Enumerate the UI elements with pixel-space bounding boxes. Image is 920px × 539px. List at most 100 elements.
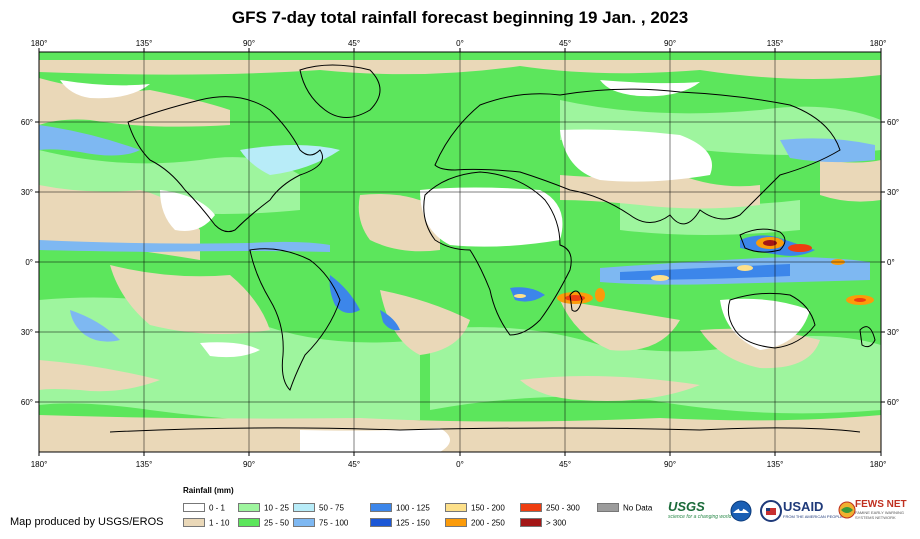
legend-swatch	[520, 503, 542, 513]
map-field	[39, 52, 881, 452]
legend-swatch	[370, 503, 392, 513]
legend-item: 1 - 10	[183, 518, 229, 528]
bottom-lon-label: 90°	[243, 460, 255, 469]
left-lat-label: 60°	[21, 118, 33, 127]
extreme-rain-spots	[514, 237, 874, 305]
maritime-continent-coast	[739, 228, 786, 253]
left-lat-label: 60°	[21, 398, 33, 407]
bottom-lon-label: 45°	[559, 460, 571, 469]
top-lon-label: 45°	[348, 39, 360, 48]
africa-coast	[423, 171, 572, 336]
fews-globe-icon	[838, 501, 856, 519]
legend-swatch	[370, 518, 392, 528]
legend-item: 75 - 100	[293, 518, 348, 528]
eurasia-coast	[434, 88, 841, 225]
usaid-wordmark: USAID	[783, 499, 824, 514]
right-lat-labels: 60° 30° 0° 30° 60°	[887, 118, 899, 407]
bottom-lon-label: 0°	[456, 460, 464, 469]
right-lat-label: 0°	[887, 258, 895, 267]
legend-label: 125 - 150	[396, 518, 430, 528]
legend-label: 25 - 50	[264, 518, 289, 528]
usaid-seal-icon	[760, 500, 782, 522]
north-america-coast	[127, 96, 323, 233]
usgs-wordmark: USGS	[668, 499, 705, 514]
bottom-lon-label: 135°	[767, 460, 784, 469]
credit-text: Map produced by USGS/EROS	[10, 516, 164, 528]
legend-item: > 300	[520, 518, 566, 528]
top-lon-label: 135°	[767, 39, 784, 48]
legend-item: 10 - 25	[238, 503, 289, 513]
right-lat-label: 60°	[887, 118, 899, 127]
legend-label: 50 - 75	[319, 503, 344, 513]
top-lon-label: 45°	[559, 39, 571, 48]
legend-item: No Data	[597, 503, 652, 513]
legend-label: No Data	[623, 503, 653, 513]
legend-item: 150 - 200	[445, 503, 505, 513]
light-rain-areas	[39, 100, 881, 424]
legend-swatch	[520, 518, 542, 528]
right-lat-label: 60°	[887, 398, 899, 407]
legend-label: 150 - 200	[471, 503, 505, 513]
bottom-lon-label: 90°	[664, 460, 676, 469]
legend-item: 200 - 250	[445, 518, 505, 528]
legend-label: 10 - 25	[264, 503, 289, 513]
top-lon-label: 0°	[456, 39, 464, 48]
left-lat-label: 0°	[25, 258, 33, 267]
legend-label: 100 - 125	[396, 503, 430, 513]
greenland-coast	[299, 64, 381, 118]
no-rain-areas	[60, 80, 810, 452]
legend-item: 250 - 300	[520, 503, 580, 513]
top-lon-label: 135°	[136, 39, 153, 48]
fews-tagline: FAMINE EARLY WARNING SYSTEMS NETWORK	[855, 510, 905, 520]
right-lat-label: 30°	[887, 188, 899, 197]
fews-wordmark: FEWS NET	[855, 499, 907, 510]
coastlines	[109, 64, 876, 433]
graticule	[39, 52, 881, 452]
legend-title: Rainfall (mm)	[183, 486, 234, 495]
usaid-tagline: FROM THE AMERICAN PEOPLE	[783, 514, 843, 519]
noaa-seal-icon	[730, 500, 752, 522]
legend-swatch	[445, 518, 467, 528]
legend-swatch	[238, 503, 260, 513]
legend-item: 125 - 150	[370, 518, 430, 528]
legend-label: 1 - 10	[209, 518, 230, 528]
left-lat-label: 30°	[21, 188, 33, 197]
fews-net-logo: FEWS NET FAMINE EARLY WARNING SYSTEMS NE…	[855, 499, 920, 520]
antarctica-coast	[109, 427, 861, 433]
usgs-logo: USGS science for a changing world	[668, 499, 731, 520]
australia-coast	[727, 292, 816, 349]
right-lat-label: 30°	[887, 328, 899, 337]
legend-item: 50 - 75	[293, 503, 344, 513]
legend-swatch	[597, 503, 619, 513]
new-zealand-coast	[859, 326, 876, 348]
tick-marks	[35, 48, 885, 456]
legend-item: 25 - 50	[238, 518, 289, 528]
legend-swatch	[293, 503, 315, 513]
usaid-logo: USAID FROM THE AMERICAN PEOPLE	[783, 499, 843, 519]
usgs-tagline: science for a changing world	[668, 514, 732, 520]
madagascar-coast	[569, 290, 583, 312]
top-lon-label: 180°	[31, 39, 48, 48]
south-america-coast	[249, 248, 341, 391]
bottom-lon-label: 180°	[31, 460, 48, 469]
top-lon-label: 180°	[870, 39, 887, 48]
bottom-lon-labels: 180° 135° 90° 45° 0° 45° 90° 135° 180°	[31, 460, 887, 469]
bottom-lon-label: 135°	[136, 460, 153, 469]
legend-swatch	[183, 518, 205, 528]
legend-item: 0 - 1	[183, 503, 225, 513]
legend-item: 100 - 125	[370, 503, 430, 513]
legend-label: 0 - 1	[209, 503, 226, 513]
map-title: GFS 7-day total rainfall forecast beginn…	[231, 8, 689, 27]
legend-label: 200 - 250	[471, 518, 505, 528]
top-lon-label: 90°	[664, 39, 676, 48]
legend-label: 250 - 300	[546, 503, 580, 513]
legend-label: 75 - 100	[319, 518, 349, 528]
legend-label: > 300	[546, 518, 567, 528]
legend-swatch	[293, 518, 315, 528]
legend-swatch	[183, 503, 205, 513]
bottom-lon-label: 45°	[348, 460, 360, 469]
legend-swatch	[445, 503, 467, 513]
bottom-lon-label: 180°	[870, 460, 887, 469]
top-lon-labels: 180° 135° 90° 45° 0° 45° 90° 135° 180°	[31, 39, 887, 48]
